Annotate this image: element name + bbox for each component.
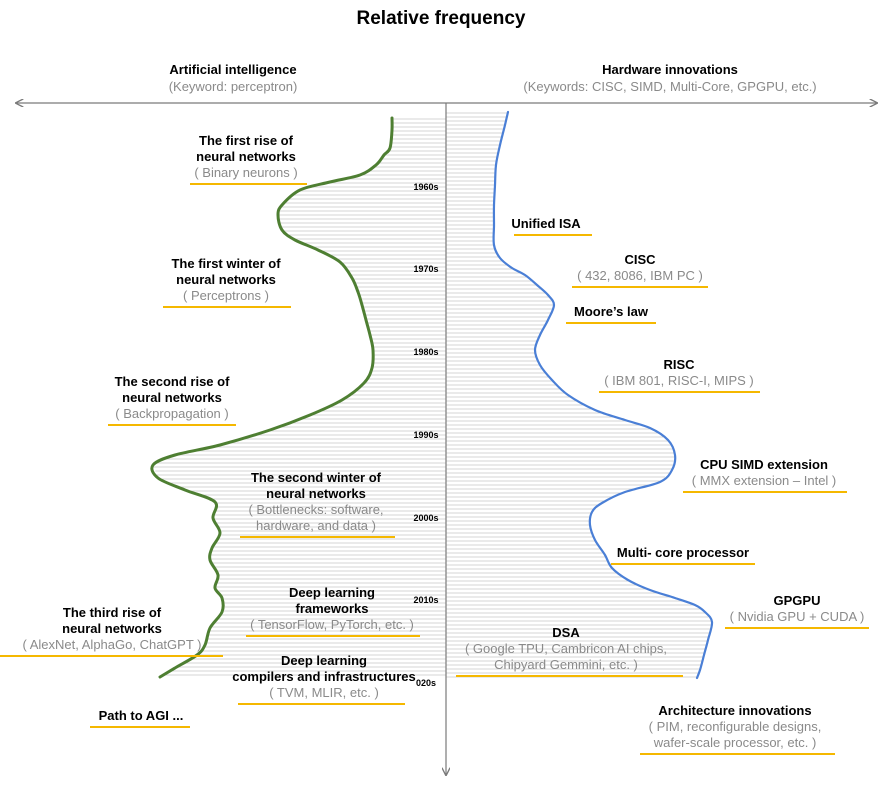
ai-event-label: Deep learning frameworks( TensorFlow, PyT…: [152, 585, 512, 633]
ai-event-detail: ( Bottlenecks: software,: [248, 502, 384, 517]
ai-event-title: The second rise of: [114, 374, 230, 389]
ai-event-title: The first winter of: [171, 256, 281, 271]
hw-event-title: CPU SIMD extension: [700, 457, 828, 472]
hw-event-title: GPGPU: [773, 593, 821, 608]
label-underlines: [0, 183, 869, 755]
hw-event-title: CISC: [624, 252, 656, 267]
ai-event-title: neural networks: [62, 621, 162, 636]
year-tick-label: 1970s: [413, 264, 439, 274]
ai-event-label: The first winter of neural networks( Perc…: [46, 256, 406, 304]
hw-event-label: CISC( 432, 8086, IBM PC ): [460, 252, 820, 284]
hw-event-label: CPU SIMD extension( MMX extension – Inte…: [584, 457, 883, 489]
ai-event-title: neural networks: [122, 390, 222, 405]
hw-event-title: Multi- core processor: [616, 545, 750, 560]
hw-event-detail: ( Google TPU, Cambricon AI chips,: [464, 641, 668, 656]
ai-curve-fill: [153, 118, 446, 676]
ai-event-detail: ( TensorFlow, PyTorch, etc. ): [250, 617, 414, 632]
hw-event-label: GPGPU( Nvidia GPU + CUDA ): [617, 593, 883, 625]
hw-event-label: Architecture innovations( PIM, reconfigu…: [555, 703, 883, 751]
hw-event-detail: ( IBM 801, RISC-I, MIPS ): [604, 373, 754, 388]
ai-event-label: The second winter of neural networks( Bot…: [136, 470, 496, 534]
ai-frequency-curve: [150, 116, 394, 679]
ai-event-title: Path to AGI ...: [98, 708, 184, 723]
ai-event-title: neural networks: [196, 149, 296, 164]
left-header-subtitle: (Keyword: perceptron): [168, 79, 298, 94]
hw-event-title: Unified ISA: [511, 216, 581, 231]
hw-event-label: Moore’s law: [431, 304, 791, 320]
hw-event-detail: ( PIM, reconfigurable designs,: [648, 719, 822, 734]
ai-event-title: The second winter of: [250, 470, 381, 485]
ai-event-title: neural networks: [176, 272, 276, 287]
year-tick-label: 2000s: [413, 513, 439, 523]
ai-event-label: The first rise of neural networks( Binary…: [66, 133, 426, 181]
hw-event-title: Moore’s law: [574, 304, 648, 319]
hw-event-detail: wafer-scale processor, etc. ): [653, 735, 817, 750]
year-tick-label: 1990s: [413, 430, 439, 440]
ai-event-label: The second rise of neural networks( Backp…: [0, 374, 352, 422]
year-tick-label: 2010s: [413, 595, 439, 605]
hw-event-label: Unified ISA: [366, 216, 726, 232]
hw-event-label: DSA( Google TPU, Cambricon AI chips, Chip…: [386, 625, 746, 673]
ai-event-title: neural networks: [266, 486, 366, 501]
hw-event-detail: ( Nvidia GPU + CUDA ): [729, 609, 865, 624]
ai-event-title: The third rise of: [62, 605, 162, 620]
hw-event-title: DSA: [552, 625, 580, 640]
ai-event-detail: ( TVM, MLIR, etc. ): [269, 685, 379, 700]
hw-event-title: Architecture innovations: [658, 703, 812, 718]
ai-event-label: Deep learning compilers and infrastructur…: [144, 653, 504, 701]
ai-event-detail: ( AlexNet, AlphaGo, ChatGPT ): [22, 637, 202, 652]
ai-event-title: frameworks: [295, 601, 369, 616]
ai-event-title: compilers and infrastructures: [232, 669, 416, 684]
hw-event-label: Multi- core processor: [503, 545, 863, 561]
year-tick-label: 1960s: [413, 182, 439, 192]
right-header-title: Hardware innovations: [602, 62, 738, 77]
year-tick-label: 1980s: [413, 347, 439, 357]
ai-event-detail: hardware, and data ): [256, 518, 376, 533]
left-header-title: Artificial intelligence: [169, 62, 297, 77]
hw-event-detail: ( MMX extension – Intel ): [691, 473, 837, 488]
right-header-subtitle: (Keywords: CISC, SIMD, Multi-Core, GPGPU…: [523, 79, 817, 94]
hw-event-detail: Chipyard Gemmini, etc. ): [494, 657, 638, 672]
ai-event-detail: ( Perceptrons ): [183, 288, 269, 303]
hw-frequency-curve: [492, 110, 714, 680]
ai-event-title: Deep learning: [289, 585, 375, 600]
ai-event-detail: ( Backpropagation ): [115, 406, 229, 421]
ai-event-title: The first rise of: [199, 133, 293, 148]
ai-event-detail: ( Binary neurons ): [194, 165, 298, 180]
hw-event-detail: ( 432, 8086, IBM PC ): [577, 268, 703, 283]
ai-event-label: The third rise of neural networks( AlexNe…: [0, 605, 292, 653]
hw-event-title: RISC: [663, 357, 695, 372]
hw-event-label: RISC( IBM 801, RISC-I, MIPS ): [499, 357, 859, 389]
chart-title: Relative frequency: [356, 8, 526, 29]
hw-curve-fill: [446, 112, 712, 678]
ai-event-title: Deep learning: [281, 653, 367, 668]
ai-event-label: Path to AGI ...: [0, 708, 321, 724]
year-tick-label: 020s: [415, 678, 437, 688]
